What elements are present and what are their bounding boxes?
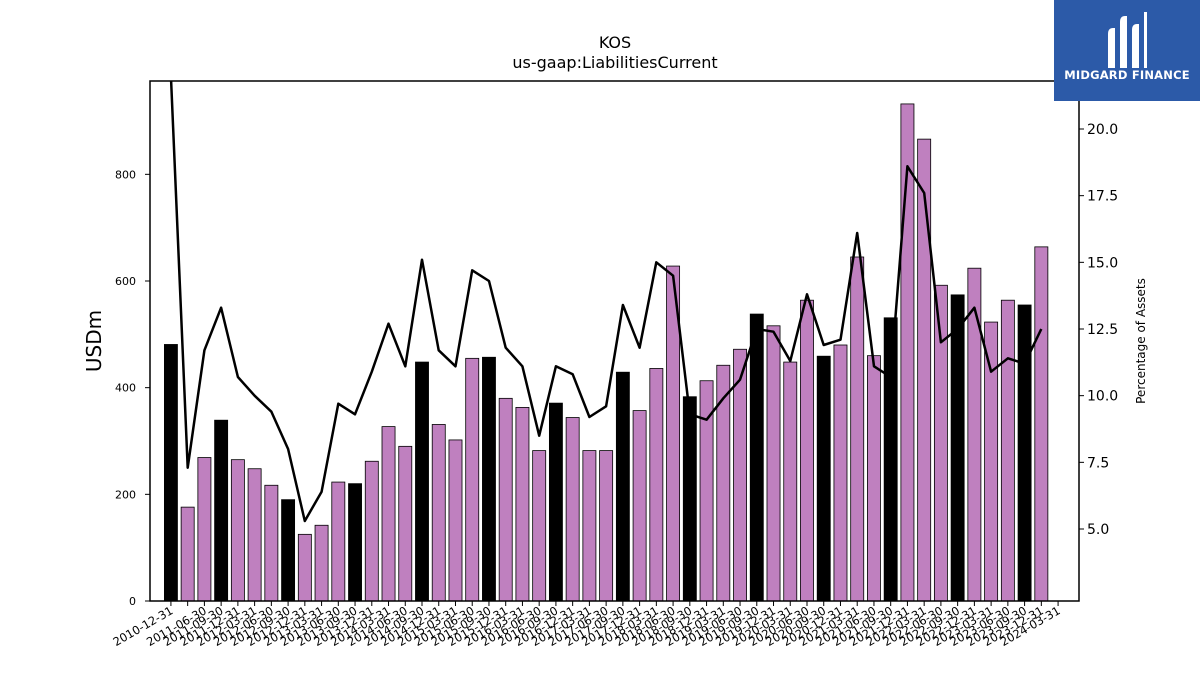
bar-2011-12-31: [230, 459, 245, 602]
bar-2023-09-30: [1017, 304, 1032, 602]
y-axis-label: USDm: [82, 310, 106, 372]
bar-2011-03-31: [180, 506, 195, 602]
logo-text: MIDGARD FINANCE: [1064, 68, 1190, 82]
bar-2012-03-31: [247, 468, 262, 602]
bar-2023-03-31: [984, 321, 999, 602]
bar-2021-09-30: [883, 317, 898, 602]
bar-2019-03-31: [716, 364, 731, 602]
bar-2013-06-30: [331, 481, 346, 602]
bar-2014-12-31: [431, 424, 446, 602]
bar-2021-06-30: [867, 355, 881, 602]
bar-2017-12-31: [632, 410, 647, 602]
bar-2016-03-31: [515, 406, 530, 602]
bar-2020-09-30: [816, 355, 831, 602]
y-tick-label: 600: [115, 275, 136, 288]
bar-2022-03-31: [917, 138, 932, 602]
bar-2011-06-30: [197, 457, 212, 602]
bar-2017-03-31: [582, 450, 597, 602]
y2-tick-label: 12.5: [1087, 322, 1118, 338]
y2-tick-label: 10.0: [1087, 389, 1118, 405]
bar-2019-06-30: [733, 348, 747, 602]
y2-axis-label: Percentage of Assets: [1134, 278, 1148, 404]
bar-2015-03-31: [448, 439, 463, 602]
bar-2011-09-30: [214, 419, 229, 602]
bar-2015-12-31: [498, 397, 513, 602]
y-tick-label: 0: [129, 595, 136, 608]
bar-2020-06-30: [800, 299, 814, 602]
bar-2012-12-31: [297, 533, 312, 602]
bar-2019-12-31: [766, 325, 781, 602]
y-tick-label: 200: [115, 488, 136, 501]
bar-2012-09-30: [281, 499, 296, 602]
chart-title: KOS: [599, 33, 631, 52]
bar-2019-09-30: [749, 313, 764, 602]
bar-2017-06-30: [599, 450, 614, 602]
bar-2015-09-30: [482, 356, 496, 602]
bar-2018-09-30: [682, 396, 697, 602]
percentage-line: [169, 81, 1043, 523]
bar-2021-03-31: [850, 256, 865, 602]
bar-2017-09-30: [615, 371, 630, 602]
y2-tick-label: 7.5: [1087, 455, 1109, 471]
bar-2022-09-30: [950, 294, 965, 602]
midgard-logo: MIDGARD FINANCE: [1054, 0, 1200, 101]
bar-2023-12-31: [1034, 246, 1049, 602]
y2-tick-label: 20.0: [1087, 122, 1118, 138]
y-tick-label: 800: [115, 168, 136, 181]
bar-2022-12-31: [967, 267, 982, 602]
bar-2016-12-31: [565, 417, 580, 602]
bar-2013-03-31: [314, 524, 329, 602]
y-tick-label: 400: [115, 382, 136, 395]
bar-2016-06-30: [532, 450, 547, 602]
y2-tick-label: 5.0: [1087, 522, 1109, 538]
bar-2020-12-31: [833, 344, 848, 602]
bar-2018-03-31: [649, 368, 664, 602]
bar-2012-06-30: [264, 484, 279, 602]
bar-2020-03-31: [783, 361, 798, 602]
bar-2013-12-31: [364, 460, 379, 602]
line-group: [169, 81, 1043, 523]
y2-tick-label: 17.5: [1087, 189, 1118, 205]
y2-tick-label: 15.0: [1087, 255, 1118, 271]
bar-2016-09-30: [548, 402, 563, 602]
chart-subtitle: us-gaap:LiabilitiesCurrent: [512, 53, 717, 72]
bar-2013-09-30: [348, 483, 362, 602]
plot-frame: [149, 80, 1080, 602]
axes-group: 02004006008005.07.510.012.515.017.520.02…: [111, 80, 1118, 649]
logo-mark-icon: [1108, 12, 1147, 68]
bar-2014-09-30: [415, 361, 429, 602]
bar-2014-03-31: [381, 426, 396, 602]
bar-2010-12-31: [163, 344, 178, 602]
bar-2014-06-30: [398, 445, 413, 602]
bar-2023-06-30: [1000, 299, 1015, 602]
bar-2015-06-30: [465, 357, 480, 602]
